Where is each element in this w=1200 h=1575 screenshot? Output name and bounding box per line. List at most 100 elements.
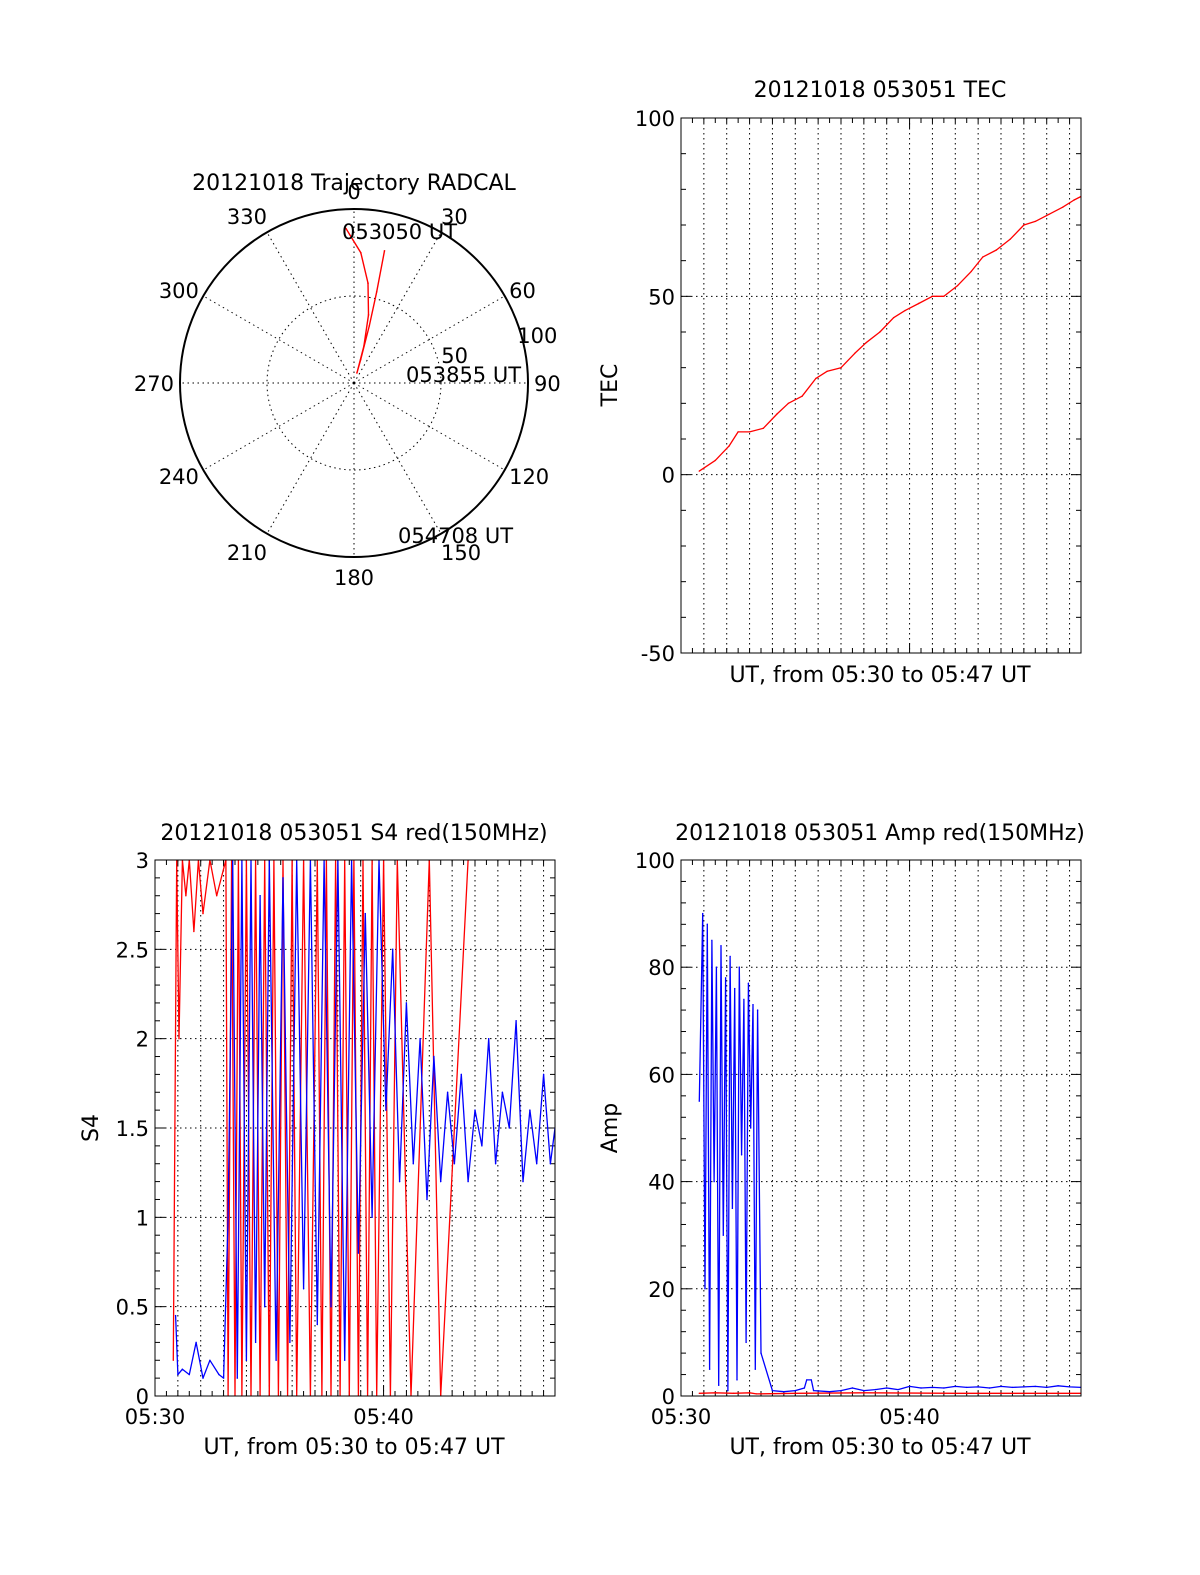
series-point-red (714, 1392, 716, 1394)
series-point-blue (897, 1388, 899, 1391)
trajectory-polar-plot: 20121018 Trajectory RADCAL 0 30 60 90 120 150… (134, 171, 561, 590)
series-point-red (1073, 199, 1075, 201)
tec-xlabel: UT, from 05:30 to 05:47 UT (729, 663, 1031, 688)
polar-angle-label: 210 (227, 541, 267, 565)
series-point-red (748, 431, 751, 433)
polar-angle-label: 90 (534, 372, 561, 396)
trajectory-point (356, 372, 358, 374)
series-point-red (216, 895, 218, 897)
series-point-blue (718, 1384, 720, 1387)
series-group (698, 195, 1081, 472)
series-point-blue (754, 1368, 756, 1370)
polar-spoke (266, 232, 355, 384)
series-point-blue (508, 1127, 510, 1129)
y-tick-label: 100 (635, 849, 675, 873)
polar-spoke (353, 382, 442, 534)
series-point-blue (1057, 1385, 1059, 1387)
series-point-red (714, 459, 716, 462)
series-point-blue (433, 1055, 435, 1058)
series-point-blue (851, 1387, 854, 1389)
polar-radius-labels: 50 100 (441, 324, 557, 368)
plot-frame (680, 117, 1082, 654)
series-point-blue (977, 1386, 979, 1388)
y-tick-label: 80 (648, 956, 675, 980)
polar-grid (179, 208, 529, 558)
polar-spoke (353, 232, 442, 384)
series-point-red (943, 295, 945, 297)
trajectory-point (345, 227, 347, 230)
series-point-red (801, 395, 803, 397)
trajectory-annotation-mid: 053855 UT (406, 363, 521, 387)
series-point-blue (743, 998, 745, 1001)
series-point-red (840, 367, 842, 369)
series-point-blue (227, 1216, 229, 1219)
y-tick-label: 1.5 (116, 1117, 149, 1141)
series-point-blue (188, 1373, 190, 1376)
series-point-blue (783, 1391, 785, 1393)
s4-plot: 20121018 053051 S4 red(150MHz) UT, from … (79, 821, 556, 1460)
series-point-red (748, 1392, 751, 1394)
amp-plot: 20121018 053051 Amp red(150MHz) UT, from… (598, 821, 1085, 1460)
polar-angle-label: 0 (347, 180, 360, 204)
series-point-blue (488, 1038, 490, 1040)
s4-axes: 0 0.5 1 1.5 2 2.5 3 05:30 05:40 (116, 849, 556, 1429)
polar-angle-label: 180 (334, 566, 374, 590)
series-point-blue (698, 1100, 700, 1102)
series-point-red (728, 445, 730, 447)
series-point-blue (738, 966, 740, 968)
series-point-blue (412, 1163, 414, 1165)
series-point-blue (289, 1341, 291, 1344)
series-point-blue (254, 1341, 257, 1344)
polar-angle-label: 150 (441, 541, 481, 565)
series-point-blue (711, 939, 713, 942)
series-point-red (970, 270, 972, 273)
series-point-red (185, 895, 187, 897)
series-point-blue (529, 1109, 531, 1111)
polar-spoke (203, 382, 355, 471)
y-tick-label: -50 (641, 642, 675, 666)
series-point-red (918, 302, 920, 305)
series-point-red (776, 413, 778, 415)
amp-title: 20121018 053051 Amp red(150MHz) (675, 821, 1085, 846)
series-point-blue (812, 1389, 815, 1392)
series-point-red (892, 317, 895, 319)
y-tick-label: 100 (635, 107, 675, 131)
series-point-blue (549, 1163, 552, 1165)
series-point-red (956, 284, 959, 287)
series-point-blue (794, 1389, 796, 1392)
series-point-blue (920, 1387, 922, 1389)
series-point-red (1062, 206, 1064, 208)
series-point-blue (727, 1389, 729, 1392)
series-point-red (865, 342, 867, 344)
series-point-red (172, 1359, 174, 1362)
series-point-blue (745, 1341, 747, 1344)
series-point-blue (222, 1377, 225, 1379)
tec-axes: -50 0 50 100 (635, 107, 1082, 666)
series-point-blue (405, 1002, 408, 1004)
y-tick-label: 60 (648, 1063, 675, 1087)
trajectory-point (363, 345, 365, 347)
y-tick-label: 2.5 (116, 938, 149, 962)
series-point-blue (734, 987, 736, 990)
series-point-blue (330, 1306, 332, 1308)
series-point-red (178, 1038, 180, 1040)
polar-angle-label: 30 (441, 205, 468, 229)
series-point-red (762, 427, 764, 429)
series-point-blue (715, 966, 718, 968)
polar-angle-labels: 0 30 60 90 120 150 180 210 240 270 300 330 (134, 180, 561, 590)
series-point-blue (245, 1359, 248, 1362)
y-tick-label: 40 (648, 1171, 675, 1195)
series-point-blue (988, 1387, 991, 1389)
series-point-red (1048, 213, 1050, 215)
series-point-blue (398, 1180, 401, 1183)
y-tick-label: 0 (662, 464, 675, 488)
series-point-blue (357, 1252, 360, 1254)
series-point-blue (440, 1180, 442, 1183)
series-point-red (1023, 224, 1025, 226)
series-point-blue (943, 1387, 945, 1389)
series-point-blue (177, 1373, 179, 1376)
series-point-blue (1068, 1386, 1071, 1388)
s4-title: 20121018 053051 S4 red(150MHz) (160, 821, 547, 846)
series-point-blue (806, 1379, 808, 1381)
y-tick-label: 1 (136, 1206, 149, 1230)
